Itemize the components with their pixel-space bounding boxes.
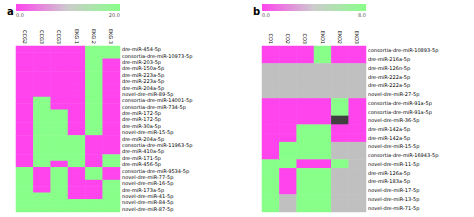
svg-text:novel-dre-miR-13-5p: novel-dre-miR-13-5p [368,196,419,203]
svg-text:dre-miR-454-5p: dre-miR-454-5p [122,46,161,53]
svg-text:dre-miR-456-5p: dre-miR-456-5p [122,161,161,168]
svg-text:dre-miR-126a-5p: dre-miR-126a-5p [368,170,410,177]
svg-text:consortia-dre-miR-734-5p: consortia-dre-miR-734-5p [122,103,186,110]
svg-text:EKO2: EKO2 [337,31,343,44]
svg-text:CO3: CO3 [302,33,308,44]
svg-text:dre-miR-150a-5p: dre-miR-150a-5p [122,65,165,72]
svg-text:novel-dre-miR-89-5p: novel-dre-miR-89-5p [122,90,174,97]
svg-text:consortia-dre-miR-10973-5p: consortia-dre-miR-10973-5p [122,52,193,59]
svg-text:20.0: 20.0 [109,12,120,18]
svg-text:EKG.3: EKG.3 [108,29,114,44]
svg-text:8.0: 8.0 [358,12,366,18]
svg-text:novel-dre-miR-41-5p: novel-dre-miR-41-5p [122,193,174,199]
svg-text:dre-miR-204a-5p: dre-miR-204a-5p [122,135,165,142]
svg-text:CO2: CO2 [285,33,291,44]
svg-text:novel-dre-miR-16-5p: novel-dre-miR-16-5p [122,180,174,187]
svg-text:dre-miR-171-5p: dre-miR-171-5p [122,154,161,161]
svg-text:dre-miR-172-5p: dre-miR-172-5p [122,116,161,123]
svg-text:EKG.2: EKG.2 [91,29,97,44]
svg-text:novel-dre-miR-27-5p: novel-dre-miR-27-5p [368,91,419,98]
svg-text:dre-miR-223a-5p: dre-miR-223a-5p [122,71,165,78]
svg-text:consortia-dre-miR-10893-5p: consortia-dre-miR-10893-5p [368,47,438,54]
svg-text:dre-miR-173a-5p: dre-miR-173a-5p [122,186,165,193]
svg-text:CCG3: CCG3 [56,30,62,44]
svg-text:a: a [7,6,14,17]
svg-text:0.0: 0.0 [262,12,270,18]
svg-text:b: b [253,6,260,17]
svg-text:dre-miR-222a-5p: dre-miR-222a-5p [368,74,410,81]
svg-text:novel-dre-miR-17-5p: novel-dre-miR-17-5p [368,187,419,194]
svg-text:consortia-dre-miR-11963-5p: consortia-dre-miR-11963-5p [122,142,193,148]
svg-text:consortia-dre-miR-91a-5p: consortia-dre-miR-91a-5p [368,109,432,116]
svg-text:dre-miR-183a-5p: dre-miR-183a-5p [368,178,410,185]
svg-text:dre-miR-142a-5p: dre-miR-142a-5p [368,135,410,142]
svg-text:CCG2: CCG2 [22,30,28,44]
svg-text:dre-miR-204a-5p: dre-miR-204a-5p [122,84,165,91]
svg-text:dre-miR-410a-5p: dre-miR-410a-5p [122,148,165,155]
svg-text:EKO1: EKO1 [320,31,326,44]
svg-text:novel-dre-miR-15-5p: novel-dre-miR-15-5p [368,143,419,150]
svg-text:dre-miR-216a-5p: dre-miR-216a-5p [368,56,410,63]
svg-text:dre-miR-30a-5p: dre-miR-30a-5p [122,122,161,129]
svg-text:dre-miR-126n-5p: dre-miR-126n-5p [368,65,410,72]
svg-text:EKO3: EKO3 [354,31,360,44]
svg-text:dre-miR-142a-5p: dre-miR-142a-5p [368,126,410,133]
svg-text:consortia-dre-miR-16943-5p: consortia-dre-miR-16943-5p [368,152,438,159]
svg-text:novel-dre-miR-87-5p: novel-dre-miR-87-5p [122,206,173,213]
svg-text:CCG3: CCG3 [39,30,45,44]
svg-text:dre-miR-223a-5p: dre-miR-223a-5p [122,78,165,85]
svg-text:dre-miR-222a-5p: dre-miR-222a-5p [368,82,410,89]
svg-text:novel-dre-miR-36-5p: novel-dre-miR-36-5p [368,117,419,124]
svg-text:novel-dre-miR-77-5p: novel-dre-miR-77-5p [122,173,174,180]
svg-text:dre-miR-203-5p: dre-miR-203-5p [122,59,161,65]
svg-text:novel-dre-miR-84-5p: novel-dre-miR-84-5p [122,199,174,206]
svg-text:dre-miR-172-5p: dre-miR-172-5p [122,110,161,116]
svg-text:CO1: CO1 [268,33,274,44]
svg-text:novel-dre-miR-71-5p: novel-dre-miR-71-5p [368,205,419,212]
svg-text:novel-dre-miR-11-5p: novel-dre-miR-11-5p [368,161,419,168]
svg-text:0.0: 0.0 [16,12,24,18]
svg-text:EKG.1: EKG.1 [74,29,80,44]
svg-text:novel-dre-miR-15-5p: novel-dre-miR-15-5p [122,129,174,136]
svg-text:consortia-dre-miR-91a-5p: consortia-dre-miR-91a-5p [368,100,432,107]
svg-text:consortia-dre-miR-14001-5p: consortia-dre-miR-14001-5p [122,97,193,104]
svg-text:consortia-dre-miR-9534-5p: consortia-dre-miR-9534-5p [122,167,190,174]
